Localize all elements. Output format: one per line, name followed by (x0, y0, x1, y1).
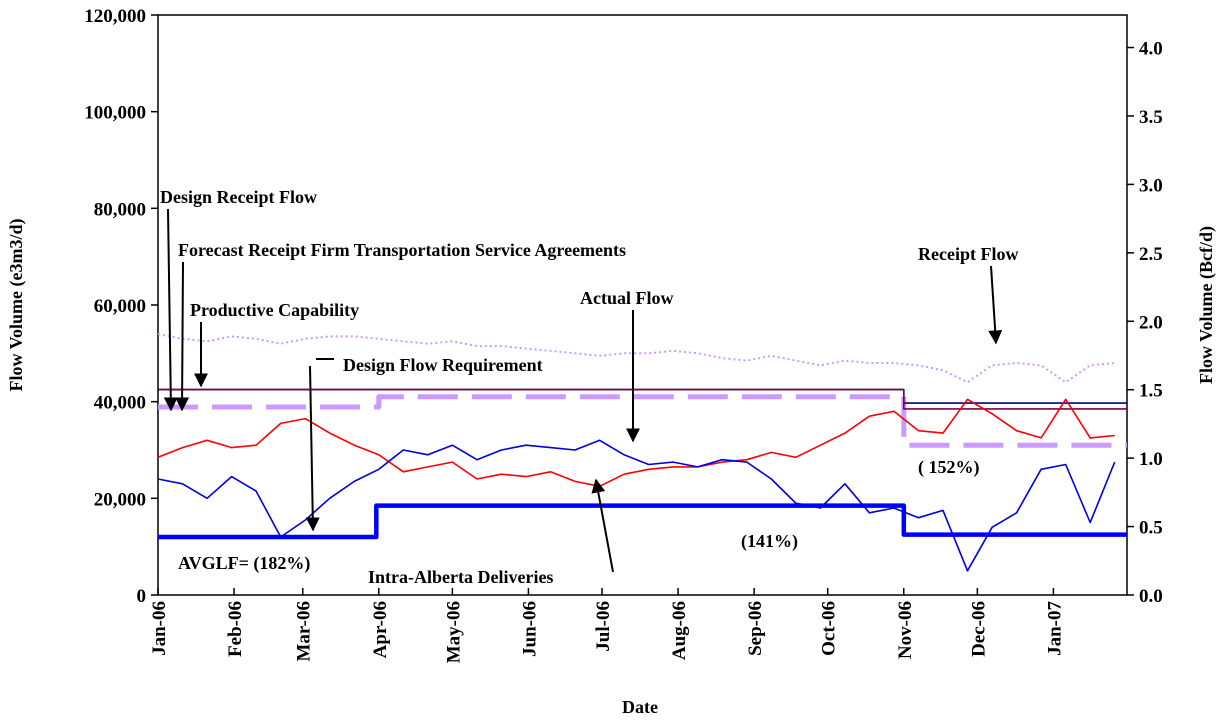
x-tick-label: Dec-06 (968, 601, 989, 657)
x-tick-label: Apr-06 (370, 601, 391, 658)
y-tick-label: 100,000 (84, 103, 146, 124)
arrow (163, 208, 178, 412)
series-line (158, 394, 1127, 448)
x-tick-label: May-06 (443, 601, 464, 663)
arrows (163, 208, 1003, 573)
annotation: (141%) (741, 531, 798, 552)
y-tick-label: 120,000 (84, 6, 146, 27)
y-tick-label: 20,000 (94, 489, 146, 510)
x-tick-label: Aug-06 (669, 601, 690, 660)
annotation: Design Flow Requirement (343, 355, 543, 375)
annotation: Forecast Receipt Firm Transportation Ser… (178, 240, 626, 260)
annotation: Productive Capability (190, 300, 359, 320)
series-line (158, 388, 1127, 410)
series-line (157, 333, 1115, 384)
y2-tick-label: 3.5 (1139, 107, 1163, 128)
y-axis-label: Flow Volume (e3m3/d) (6, 218, 27, 391)
x-tick-label: Mar-06 (294, 601, 315, 662)
y2-tick-label: 0.5 (1139, 518, 1163, 539)
y2-tick-label: 2.0 (1139, 312, 1163, 333)
x-tick-label: Feb-06 (225, 601, 246, 657)
arrow (305, 365, 320, 532)
x-tick-label: Jul-06 (593, 601, 614, 652)
y2-axis-label: Flow Volume (Bcf/d) (1196, 226, 1217, 384)
series-layer (157, 333, 1127, 572)
series-line (157, 398, 1115, 488)
y2-tick-label: 2.5 (1139, 244, 1163, 265)
arrow (988, 265, 1003, 345)
x-axis-label: Date (622, 697, 658, 717)
y-tick-label: 0 (137, 586, 147, 607)
series-line (158, 503, 1127, 540)
annotation: ( 152%) (918, 457, 980, 478)
x-tick-label: Jun-06 (519, 601, 540, 657)
x-tick-label: Sep-06 (745, 601, 766, 656)
y-tick-label: 80,000 (94, 199, 146, 220)
x-tick-label: Jan-06 (149, 601, 170, 656)
y2-tick-label: 1.5 (1139, 381, 1163, 402)
y-tick-label: 60,000 (94, 296, 146, 317)
y2-tick-label: 1.0 (1139, 449, 1163, 470)
annotation: Design Receipt Flow (160, 187, 317, 207)
y2-tick-label: 4.0 (1139, 39, 1163, 60)
annotation: Receipt Flow (918, 244, 1018, 264)
annotation: Actual Flow (580, 288, 674, 308)
x-tick-label: Nov-06 (895, 601, 916, 659)
annotation: AVGLF= (182%) (178, 553, 310, 574)
series-line (157, 439, 1116, 572)
annotation: Intra-Alberta Deliveries (368, 567, 553, 587)
y2-tick-label: 0.0 (1139, 586, 1163, 607)
y2-tick-label: 3.0 (1139, 175, 1163, 196)
arrow (175, 261, 190, 412)
y-tick-label: 40,000 (94, 393, 146, 414)
x-tick-label: Jan-07 (1044, 601, 1065, 656)
x-tick-label: Oct-06 (819, 601, 840, 656)
arrow (591, 478, 614, 573)
annotations: Design Receipt Flow Forecast Receipt Fir… (160, 187, 1018, 587)
